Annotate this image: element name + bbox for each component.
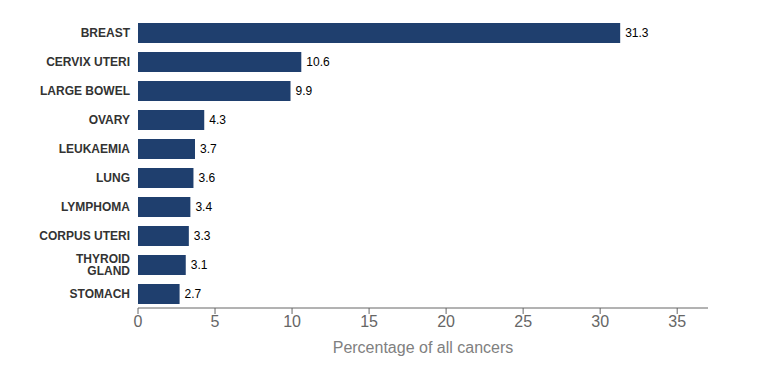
svg-text:30: 30 [591, 313, 609, 330]
svg-text:LYMPHOMA: LYMPHOMA [61, 200, 130, 214]
svg-text:Percentage of all cancers: Percentage of all cancers [333, 339, 514, 356]
svg-text:LUNG: LUNG [96, 171, 130, 185]
svg-text:STOMACH: STOMACH [70, 287, 130, 301]
svg-text:THYROIDGLAND: THYROIDGLAND [76, 252, 130, 278]
svg-text:25: 25 [514, 313, 532, 330]
svg-text:OVARY: OVARY [89, 113, 130, 127]
svg-text:10.6: 10.6 [306, 55, 330, 69]
svg-text:CERVIX UTERI: CERVIX UTERI [46, 55, 130, 69]
svg-text:BREAST: BREAST [81, 26, 131, 40]
svg-text:5: 5 [211, 313, 220, 330]
svg-text:3.1: 3.1 [191, 258, 208, 272]
svg-text:4.3: 4.3 [209, 113, 226, 127]
svg-text:LARGE BOWEL: LARGE BOWEL [40, 84, 130, 98]
svg-text:3.4: 3.4 [195, 200, 212, 214]
svg-text:10: 10 [283, 313, 301, 330]
svg-text:2.7: 2.7 [185, 287, 202, 301]
svg-text:CORPUS UTERI: CORPUS UTERI [39, 229, 130, 243]
svg-text:3.3: 3.3 [194, 229, 211, 243]
svg-text:0: 0 [134, 313, 143, 330]
svg-text:3.6: 3.6 [198, 171, 215, 185]
svg-text:15: 15 [360, 313, 378, 330]
svg-text:35: 35 [668, 313, 686, 330]
svg-text:LEUKAEMIA: LEUKAEMIA [59, 142, 131, 156]
svg-text:3.7: 3.7 [200, 142, 217, 156]
svg-text:20: 20 [437, 313, 455, 330]
svg-text:9.9: 9.9 [296, 84, 313, 98]
svg-text:31.3: 31.3 [625, 26, 649, 40]
